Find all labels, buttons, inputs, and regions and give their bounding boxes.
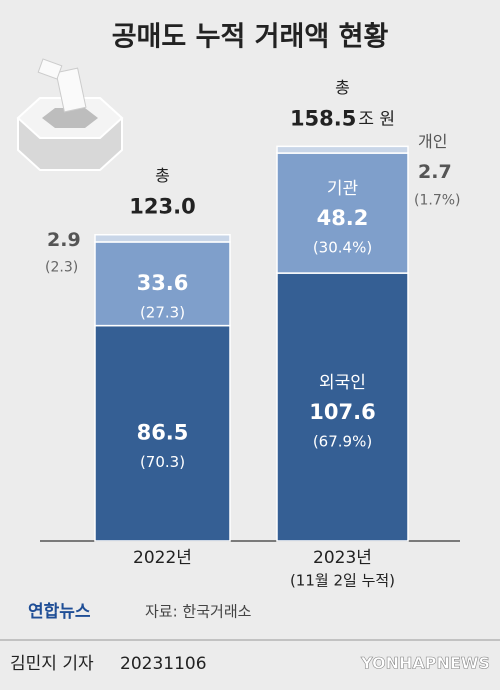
bar-segment [94,233,231,243]
value-label: 48.2 [317,206,369,230]
series-name: 외국인 [319,373,366,393]
bar-segment [276,145,409,154]
byline: 김민지 기자 [10,654,94,674]
total-value: 123.0 [129,195,195,219]
watermark: YONHAPNEWS [360,654,490,673]
value-label: 33.6 [137,271,189,295]
x-tick-label: 2022년 [133,548,192,568]
series-name: 개인 [418,132,447,151]
total-prefix: 총 [155,166,170,185]
total-label: 158.5 조 원 [290,106,395,130]
chart-title: 공매도 누적 거래액 현황 [112,22,389,53]
series-name: 기관 [327,179,358,199]
share-label: (2.3) [45,260,78,276]
share-label: (30.4%) [313,239,372,257]
total-value: 158.5 [290,106,356,130]
source: 자료: 한국거래소 [145,603,252,621]
total-label: 123.0 [129,195,195,219]
share-label: (1.7%) [414,192,461,208]
total-prefix: 총 [335,78,350,97]
share-label: (70.3) [140,453,185,471]
date: 20231106 [120,654,207,674]
share-label: (27.3) [140,303,185,321]
share-label: (67.9%) [313,433,372,451]
value-label: 2.9 [47,229,81,251]
value-label: 107.6 [309,400,375,424]
ballot-box-icon [16,58,124,171]
agency-logo: 연합뉴스 [28,601,91,622]
category-note: (11월 2일 누적) [290,572,395,590]
total-unit: 조 원 [358,109,395,129]
value-label: 86.5 [137,420,189,444]
bar-segment [276,152,409,274]
value-label: 2.7 [418,161,452,183]
x-tick-label: 2023년 [313,548,372,568]
